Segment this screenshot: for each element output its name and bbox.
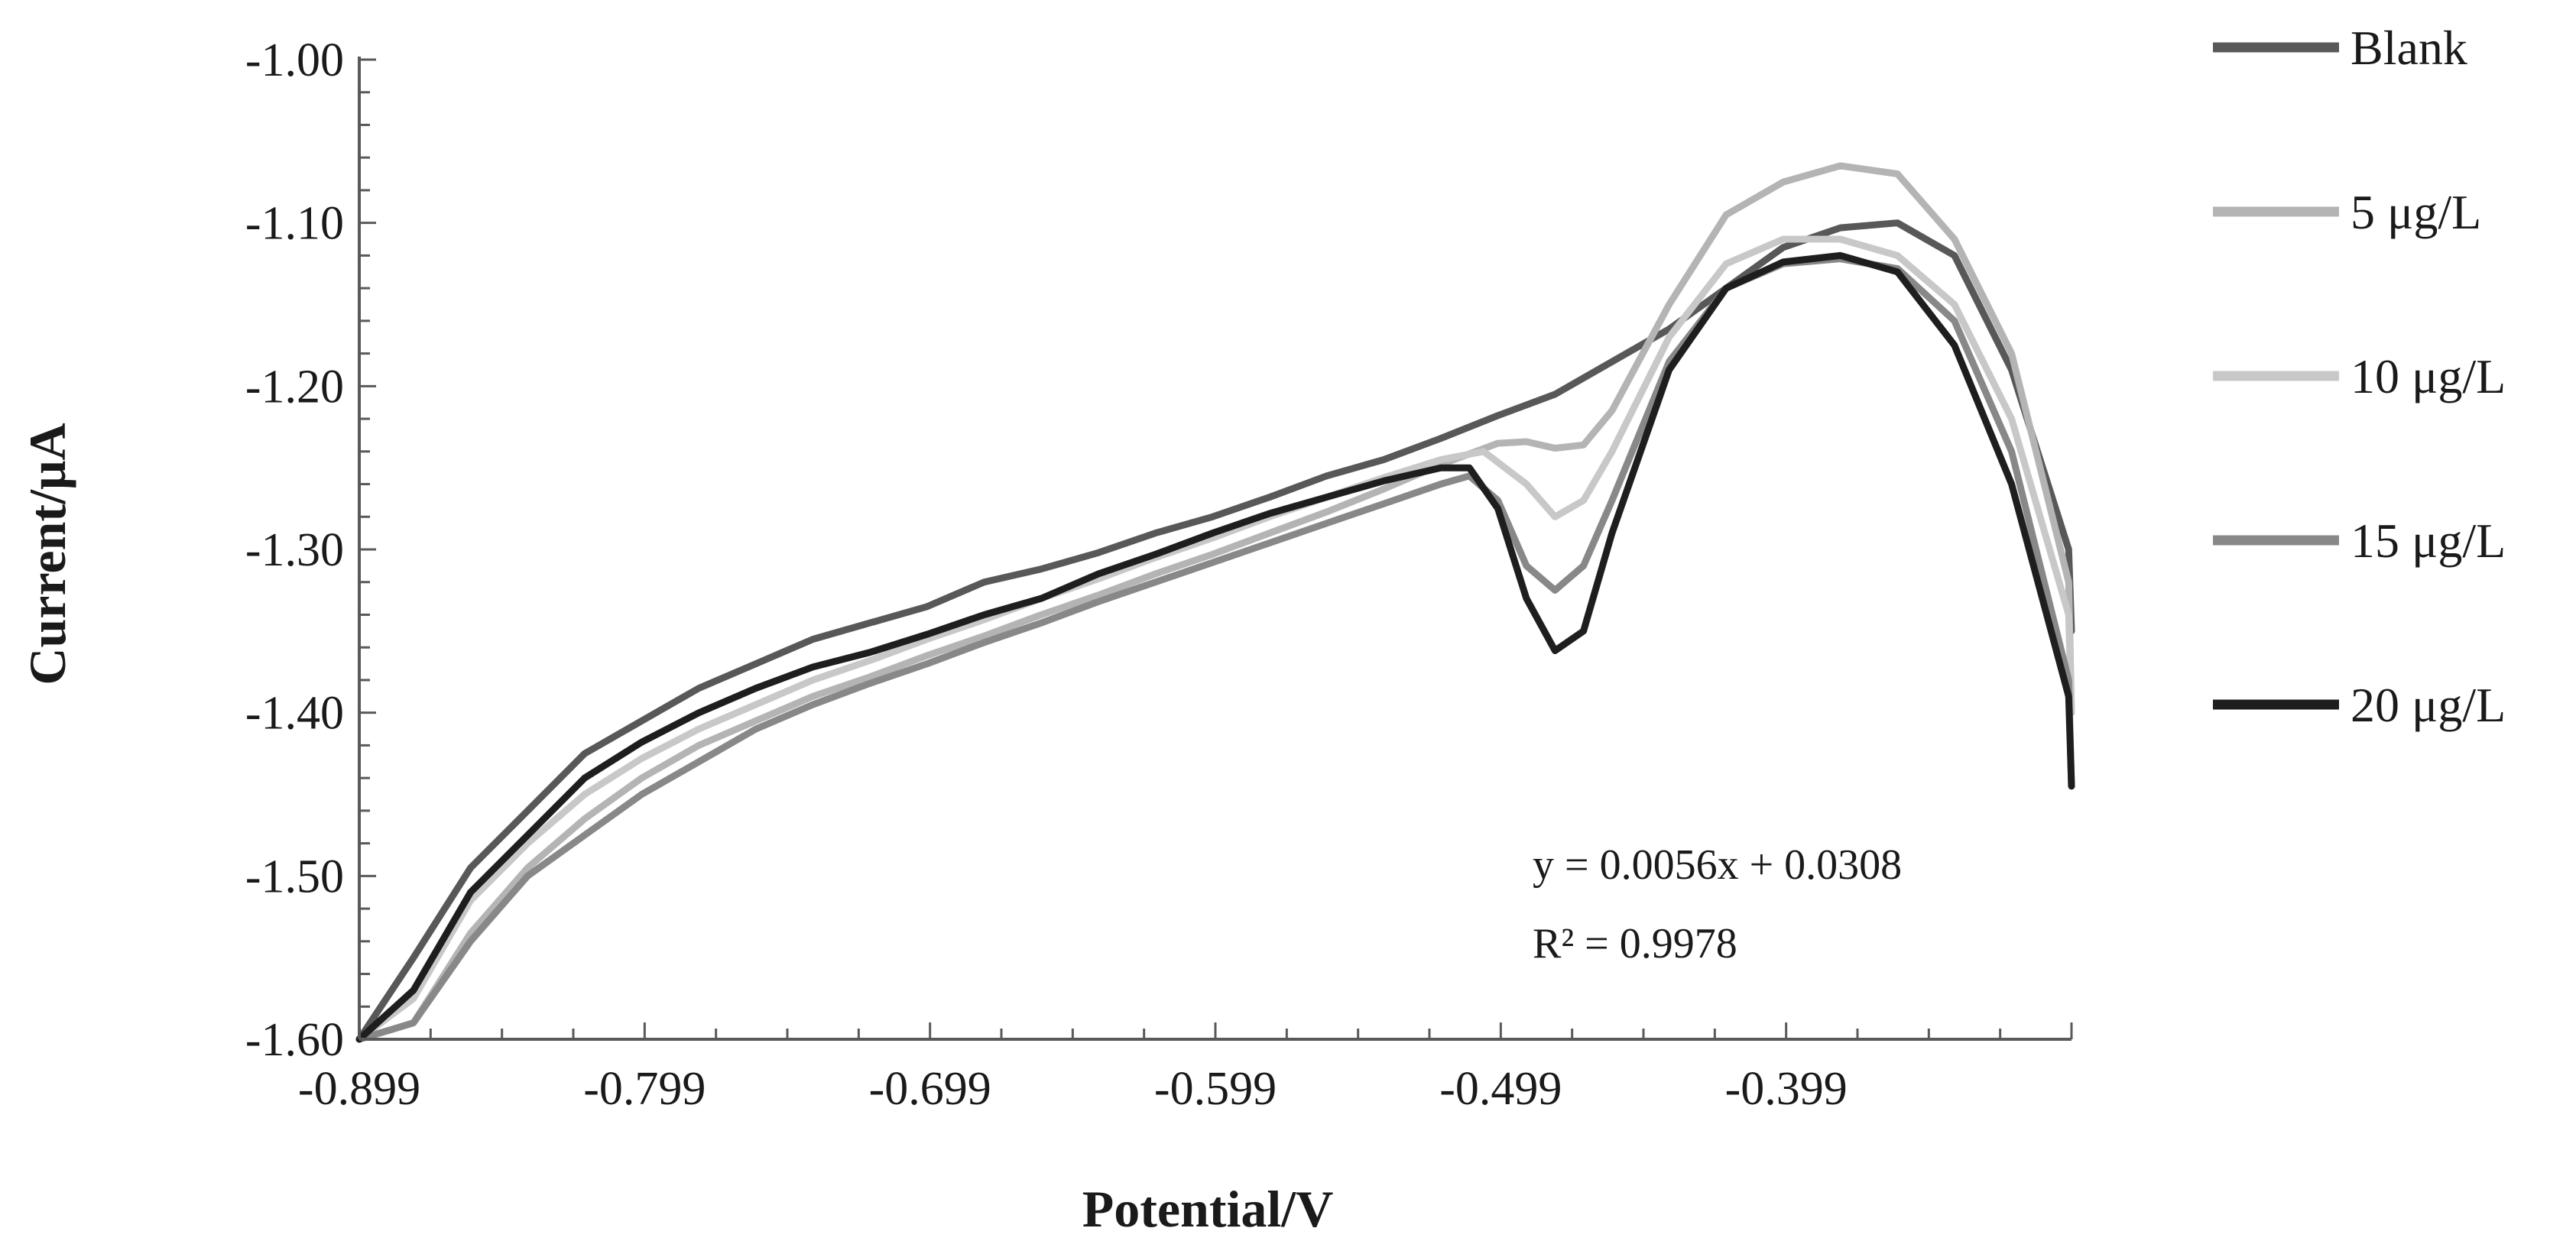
- x-tick-label: -0.599: [1154, 1063, 1277, 1115]
- y-tick-label: -1.40: [245, 688, 344, 740]
- y-tick-label: -1.30: [245, 524, 344, 576]
- y-tick-label: -1.10: [245, 198, 344, 250]
- series-line: [355, 219, 2075, 1043]
- x-tick-label: -0.499: [1439, 1063, 1562, 1115]
- x-axis-title: Potential/V: [1082, 1180, 1334, 1238]
- y-tick-label: -1.00: [245, 34, 344, 86]
- x-tick-label: -0.699: [869, 1063, 991, 1115]
- y-tick-label: -1.50: [245, 851, 344, 902]
- x-tick-label: -0.799: [583, 1063, 706, 1115]
- legend-label: 10 μg/L: [2351, 349, 2506, 403]
- x-tick-label: -0.399: [1725, 1063, 1848, 1115]
- legend-label: 5 μg/L: [2351, 185, 2481, 239]
- plot-lines: [355, 162, 2075, 1043]
- tick-labels: -1.00 -1.10 -1.20 -1.30 -1.40 -1.50 -1.60-0.89…: [245, 34, 1848, 1115]
- legend-label: 15 μg/L: [2351, 514, 2506, 568]
- x-tick-label: -0.899: [298, 1063, 420, 1115]
- r-squared-value: R² = 0.9978: [1533, 920, 1737, 967]
- regression-equation: y = 0.0056x + 0.0308: [1533, 841, 1902, 889]
- y-tick-label: -1.20: [245, 361, 344, 413]
- series-line: [355, 251, 2075, 1043]
- legend: Blank 5 μg/L 10 μg/L 15 μg/L 20 μg/L: [2213, 21, 2506, 732]
- legend-label: Blank: [2351, 21, 2467, 75]
- axes: [358, 57, 2073, 1041]
- series-line: [355, 162, 2075, 1043]
- y-axis-title: Current/μA: [18, 423, 76, 685]
- legend-label: 20 μg/L: [2351, 678, 2506, 732]
- y-tick-label: -1.60: [245, 1014, 344, 1066]
